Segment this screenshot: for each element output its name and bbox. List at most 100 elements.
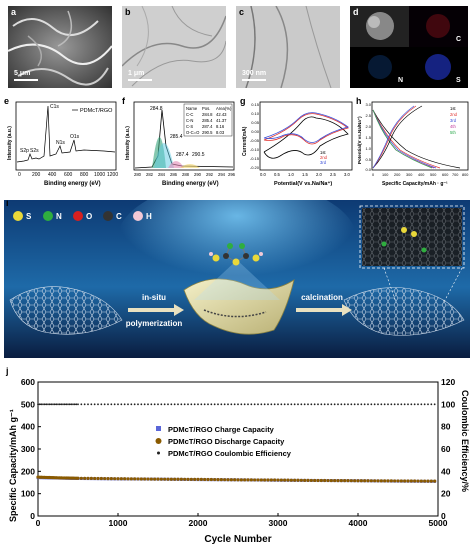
- eds-maps: [350, 6, 468, 88]
- series-1-point: [319, 478, 323, 483]
- series-2-point: [213, 403, 216, 406]
- atom-label-c: C: [116, 212, 122, 221]
- series-2-point: [83, 403, 86, 406]
- series-1-point: [79, 476, 83, 480]
- series-2-point: [193, 403, 196, 406]
- xlabel-j: Cycle Number: [204, 534, 271, 545]
- series-2-point: [430, 403, 433, 406]
- series-1-point: [223, 478, 227, 482]
- series-1-point: [416, 479, 420, 483]
- series-1-point: [343, 479, 347, 483]
- series-1-point: [159, 477, 163, 481]
- series-2-point: [100, 403, 103, 406]
- series-1-point: [399, 479, 403, 483]
- peak-o1s: O1s: [70, 134, 80, 140]
- ytick2-j-0: 0: [441, 511, 446, 521]
- series-2-point: [93, 403, 96, 406]
- f-r0-1: 284.8: [202, 112, 213, 117]
- scale-bar-b: 1 μm: [128, 70, 145, 77]
- series-2-point: [303, 403, 306, 406]
- xlabel-e: Binding energy (eV): [44, 181, 101, 187]
- series-2-point: [257, 403, 259, 406]
- ytick-j-4: 400: [21, 422, 35, 432]
- tick-h-7: 700: [452, 173, 458, 177]
- series-2-point: [80, 403, 83, 406]
- series-1-point: [196, 477, 200, 481]
- series-2-point: [347, 403, 349, 406]
- ytick-h-1: 2.5: [365, 113, 371, 118]
- series-2-point: [370, 403, 373, 406]
- atom-label-s: S: [26, 212, 32, 221]
- series-2-point: [323, 403, 326, 406]
- ytick-h-6: 0.0: [365, 167, 371, 172]
- ytick-g-5: -0.10: [250, 147, 260, 152]
- cycling-chart: 0 1000 2000 3000 4000 5000 010020030040050060…: [8, 377, 470, 545]
- series-1-point: [109, 477, 113, 481]
- series-2-point: [77, 403, 79, 406]
- series-2-point: [173, 403, 176, 406]
- tick-e-5: 1000: [94, 172, 105, 178]
- series-1-point: [386, 479, 390, 483]
- series-1-point: [99, 476, 103, 481]
- ytick-h-5: 0.5: [365, 157, 371, 162]
- series-2-point: [133, 403, 136, 406]
- ytick2-j-3: 60: [441, 444, 451, 454]
- series-2-point: [287, 403, 289, 406]
- panel-label-e: e: [4, 96, 10, 106]
- series-1-point: [136, 477, 140, 481]
- f-th-2: Area(%): [216, 106, 232, 111]
- series-1-point: [259, 478, 263, 482]
- series-1-point: [266, 478, 270, 482]
- series-2-point: [187, 403, 189, 406]
- series-1-point: [249, 478, 253, 482]
- series-2-point: [177, 403, 179, 406]
- series-2-point: [107, 403, 109, 406]
- series-1-point: [86, 476, 90, 480]
- dmct-molecule: [209, 243, 263, 266]
- legend-j-ce: PDMcT/RGO Coulombic Efficiency: [168, 449, 292, 458]
- series-1-point: [126, 477, 130, 481]
- series-1-point: [229, 478, 233, 482]
- series-1-point: [253, 478, 257, 482]
- series-2-point: [203, 403, 206, 406]
- series-2-point: [157, 403, 159, 406]
- ytick-g-1: 0.10: [251, 111, 260, 116]
- series-2-point: [330, 403, 333, 406]
- series-2-point: [160, 403, 163, 406]
- legend-g-0: 1st: [320, 150, 326, 155]
- series-2-point: [420, 403, 423, 406]
- series-1-point: [166, 477, 170, 481]
- peak-s2s: S2s: [30, 148, 39, 154]
- legend-j-discharge-marker: [155, 438, 162, 444]
- tick-h-4: 400: [418, 173, 424, 177]
- tick-h-8: 800: [462, 173, 468, 177]
- legend-h-4: 5th: [450, 130, 456, 135]
- tick-g-3: 1.5: [302, 172, 308, 177]
- map-label-c: C: [456, 36, 462, 43]
- panel-j-cycling: j 0 1000 2000 3000 4000 5000 0 100 200 300 400 500…: [4, 366, 470, 548]
- atom-label-h: H: [146, 212, 152, 221]
- series-2-point: [90, 403, 93, 406]
- series-2-point: [130, 403, 133, 406]
- tick-g-0: 0.0: [260, 172, 266, 177]
- series-1-point: [423, 479, 427, 483]
- series-2-point: [220, 403, 223, 406]
- series-2-point: [283, 403, 286, 406]
- series-1-point: [389, 479, 393, 483]
- series-2-point: [270, 403, 273, 406]
- ytick2-j-4: 80: [441, 422, 451, 432]
- series-2-point: [43, 403, 46, 406]
- series-1-point: [96, 476, 100, 481]
- series-2-point: [217, 403, 219, 406]
- panel-label-j: j: [6, 366, 9, 376]
- panel-g-cv: g 1st 2nd 3rd 0.0 0.5 1.0 1.5 2.0 2.5 3.…: [240, 96, 356, 192]
- f-r3-0: O-C=O: [186, 130, 200, 135]
- series-2-point: [300, 403, 303, 406]
- legend-h-3: 4th: [450, 124, 456, 129]
- tick-e-1: 200: [32, 172, 41, 178]
- series-1-point: [393, 479, 397, 483]
- series-2-point: [127, 403, 129, 406]
- xps-survey-chart: 0 200 400 600 800 1000 1200 Binding ener…: [7, 101, 118, 187]
- atom-label-n: N: [56, 212, 62, 221]
- series-1-point: [283, 478, 287, 482]
